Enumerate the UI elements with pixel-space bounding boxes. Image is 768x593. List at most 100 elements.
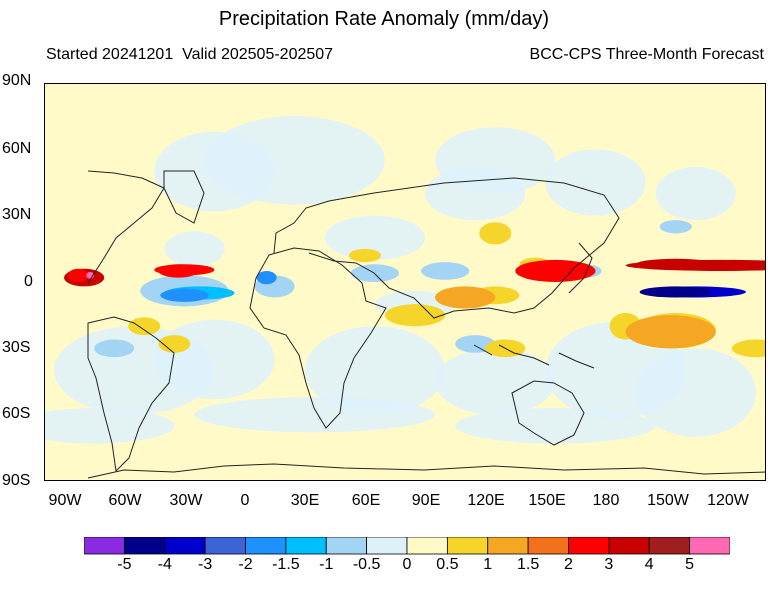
colorbar-swatch [285,537,327,555]
colorbar-tick-label: -3 [198,556,213,573]
south-america-coastline [87,316,175,473]
north-america-coastline [87,170,165,284]
anomaly-feature-7 [435,286,496,309]
colorbar-tick-label: -1 [319,556,334,573]
colorbar-tick-label: 4 [644,556,654,573]
lon-label-0: 0 [240,492,250,509]
lat-label-90s: 90S [2,472,31,489]
colorbar-tick-label: 5 [685,556,695,573]
light-blue-patch [44,408,175,444]
lat-label-60n: 60N [2,140,32,157]
colorbar-swatch [366,537,408,555]
colorbar-tick-label: -5 [117,556,132,573]
colorbar-swatch [689,537,730,555]
colorbar-swatch [608,537,650,555]
mid-blue-patch [94,339,135,358]
colorbar [84,537,730,555]
mid-blue-patch [421,262,470,280]
colorbar-swatch [325,537,368,555]
greenland-coastline [163,170,205,224]
colorbar-tick-label: 3 [604,556,614,573]
start-valid-subtitle: Started 20241201 Valid 202505-202507 [46,46,334,63]
ctr-pacific-dry-core [639,286,712,298]
colorbar-tick-label: -0.5 [352,556,381,573]
colorbar-tick-label: -2 [238,556,253,573]
light-blue-patch [154,319,275,400]
colorbar-swatch [446,537,489,555]
africa-coastline [249,247,387,429]
yellow-patch [128,317,161,336]
yellow-patch [384,304,446,327]
japan-coastline [568,242,593,294]
atlantic-wet-core [158,264,199,278]
lat-label-eq: 0 [24,273,33,290]
colorbar-swatch [84,537,125,555]
light-blue-patch [435,348,556,415]
lon-label-60w: 60W [108,492,142,509]
eurasia-coastline [273,177,620,319]
lat-label-90n: 90N [2,72,32,89]
light-blue-patch [545,149,646,216]
lon-label-120w: 120W [707,492,749,509]
yellow-patch [479,222,512,245]
map-frame [44,83,766,481]
light-blue-patch [154,131,275,212]
lon-label-90e: 90E [411,492,441,509]
anomaly-feature-8 [625,315,716,349]
light-blue-patch [425,167,526,221]
lat-label-30n: 30N [2,206,32,223]
colorbar-swatch [406,537,448,555]
colorbar-swatch [245,537,287,555]
anomaly-fields [44,116,766,444]
light-blue-patch [324,215,426,260]
light-blue-patch [455,408,656,444]
precipitation-anomaly-map [44,83,766,481]
w-pacific-wet-core [535,266,576,280]
colorbar-swatch [204,537,246,555]
lon-label-120e: 120E [467,492,505,509]
yellow-patch [731,339,766,358]
lon-label-150w: 150W [647,492,689,509]
colorbar-tick-label: -1.5 [272,556,300,573]
yellow-patch [158,335,191,353]
ctr-pacific-wet-core [635,258,716,270]
mid-blue-patch [659,220,692,234]
lon-label-90w: 90W [48,492,82,509]
australia-coastline [511,380,585,446]
mid-blue-patch [350,264,399,282]
lat-label-60s: 60S [2,405,31,422]
light-blue-patch [655,167,736,221]
colorbar-tick-label: 1.5 [517,556,540,573]
coastlines [87,170,766,479]
colorbar-tick-label: 2 [564,556,573,573]
colorbar-tick-label: 0 [402,556,412,573]
colorbar-swatch [527,537,569,555]
atlantic-dry-core [160,288,209,302]
colorbar-swatch [568,537,610,555]
antarctica-coastline [87,463,766,479]
colorbar-tick-label: -4 [157,556,172,573]
light-blue-patch [164,231,225,267]
colorbar-tick-label: 1 [483,556,493,573]
colorbar-swatch [487,537,529,555]
colorbar-swatch [648,537,691,555]
forecast-source-subtitle: BCC-CPS Three-Month Forecast [529,46,764,63]
lon-label-30w: 30W [169,492,203,509]
colorbar-swatch [164,537,206,555]
yellow-patch [348,248,381,263]
ctr-pacific-wet-core-2 [707,259,764,269]
map-title: Precipitation Rate Anomaly (mm/day) [218,8,550,30]
colorbar-swatch [123,537,166,555]
indonesia-coastline [473,344,595,369]
lon-label-180: 180 [592,492,620,509]
lon-label-150e: 150E [528,492,566,509]
lat-label-30s: 30S [2,339,31,356]
gulf-guinea-dry-core [256,270,277,285]
light-blue-patch [304,326,446,415]
light-blue-patch [194,396,436,433]
lon-label-60e: 60E [351,492,381,509]
colorbar-tick-label: 0.5 [436,556,459,573]
lon-label-30e: 30E [290,492,320,509]
light-blue-patch [635,348,756,437]
e-pacific-wet-core [68,268,89,282]
